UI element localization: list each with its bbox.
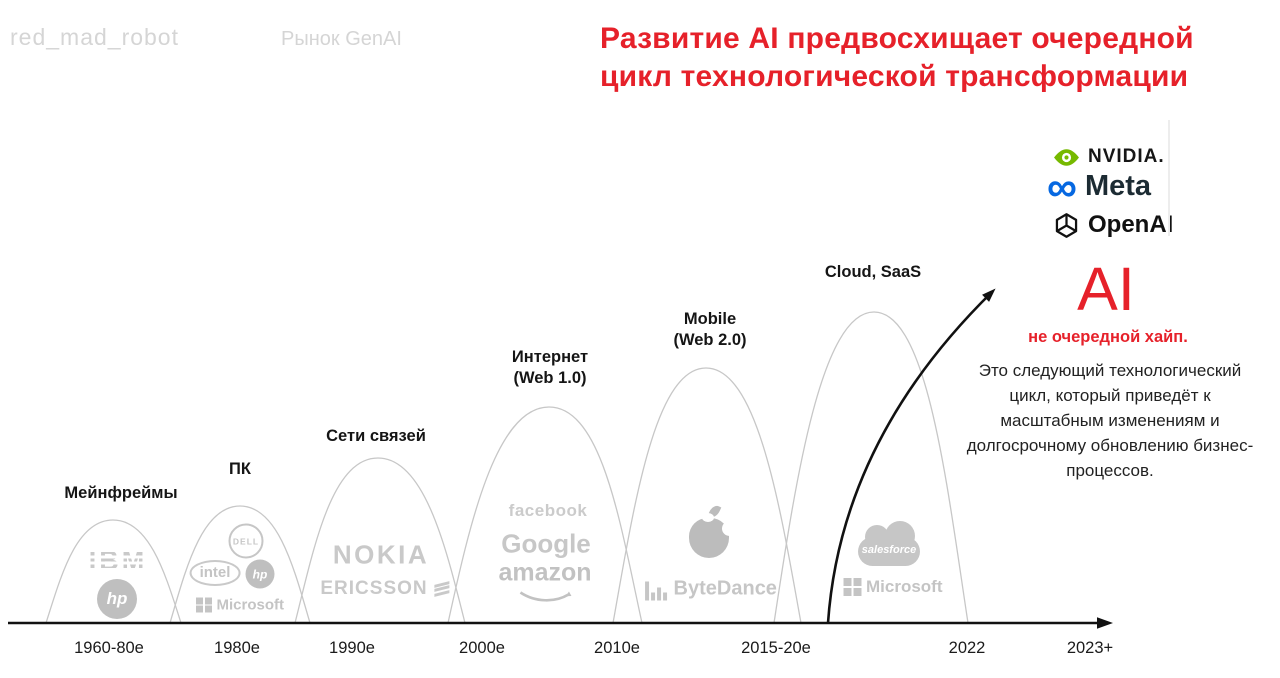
amazon-smile-icon <box>519 590 571 602</box>
axis-label-1960-80: 1960-80е <box>74 639 144 657</box>
slide-title-line2: цикл технологической трансформации <box>600 60 1189 93</box>
ai-tagline: не очередной хайп. <box>1028 328 1188 346</box>
axis-label-1990: 1990е <box>329 639 375 657</box>
curve-label-internet: Интернет (Web 1.0) <box>511 348 589 387</box>
microsoft-grid-icon <box>196 597 212 613</box>
ericsson-bars-icon <box>434 580 450 598</box>
axis-label-2010: 2010е <box>594 639 640 657</box>
curve-label-pc: ПК <box>229 460 251 478</box>
curve-label-mainframes: Мейнфреймы <box>64 484 178 502</box>
ai-heading: AI <box>1077 255 1135 323</box>
dell-logo: DELL <box>228 523 264 559</box>
axis-arrowhead <box>1097 617 1113 629</box>
nvidia-eye-icon <box>1054 148 1079 166</box>
axis-label-1980: 1980е <box>214 639 260 657</box>
section-label: Рынок GenAI <box>281 28 402 50</box>
microsoft-logo-cloud: Microsoft <box>843 577 943 597</box>
intel-logo: intel <box>189 560 241 586</box>
edge-divider <box>1168 120 1170 236</box>
slide-title: Развитие AI предвосхищает очередной цикл… <box>600 20 1265 96</box>
bell-curve-5 <box>773 311 969 624</box>
bell-curve-3 <box>447 406 643 624</box>
hp-logo-small: hp <box>245 559 275 589</box>
bytedance-logo: ByteDance <box>645 578 777 601</box>
meta-infinity-icon: ∞ <box>1047 162 1077 210</box>
curve-label-mobile: Mobile (Web 2.0) <box>673 310 747 349</box>
ai-growth-curve <box>826 291 993 624</box>
ai-description: Это следующий технологический цикл, кото… <box>966 361 1254 480</box>
ericsson-logo: ERICSSON <box>320 578 450 600</box>
ai-growth-arrowhead <box>982 288 996 302</box>
bell-curve-4 <box>612 367 802 624</box>
nokia-logo: NOKIA <box>332 539 430 570</box>
openai-knot-icon <box>1055 212 1078 238</box>
bytedance-bars-icon <box>645 581 667 601</box>
axis-label-2023: 2023+ <box>1066 639 1114 657</box>
ibm-logo: IBM <box>86 545 149 577</box>
nvidia-logo: NVIDIA. <box>1053 146 1165 168</box>
google-logo: Google <box>501 528 591 559</box>
microsoft-grid-icon <box>843 578 861 596</box>
bell-curve-2 <box>294 457 466 624</box>
curve-label-networks: Сети связей <box>326 427 426 445</box>
axis-label-2015-20: 2015-20е <box>741 639 811 657</box>
axis-label-2000: 2000е <box>459 639 505 657</box>
curve-label-cloud: Cloud, SaaS <box>824 263 922 281</box>
hp-logo: hp <box>97 579 137 619</box>
bell-curve-1 <box>169 505 311 624</box>
facebook-logo: facebook <box>508 501 588 520</box>
amazon-logo: amazon <box>498 560 592 607</box>
apple-logo-icon <box>687 503 737 558</box>
slide-title-line1: Развитие AI предвосхищает очередной <box>600 22 1194 55</box>
brand-logo-text: red_mad_robot <box>10 24 179 50</box>
openai-logo: OpenAI <box>1053 211 1173 239</box>
salesforce-logo: salesforce <box>858 521 920 566</box>
bell-curve-0 <box>45 519 182 624</box>
axis-label-2022: 2022 <box>948 639 986 657</box>
microsoft-logo: Microsoft <box>196 597 284 614</box>
meta-logo: ∞ Meta <box>1047 162 1152 210</box>
